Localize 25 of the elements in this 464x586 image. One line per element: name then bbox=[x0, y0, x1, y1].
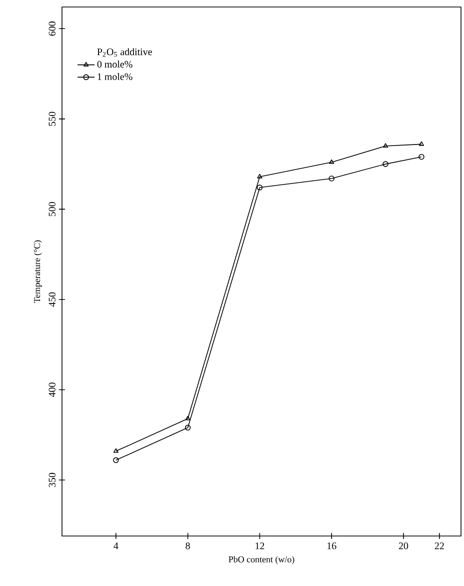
x-tick-label: 16 bbox=[327, 542, 336, 550]
y-tick-label: 450 bbox=[48, 292, 56, 307]
x-tick-label: 4 bbox=[114, 542, 118, 550]
y-tick-label: 500 bbox=[48, 202, 56, 216]
y-tick-label: 350 bbox=[48, 472, 56, 488]
point bbox=[185, 416, 190, 420]
legend-label: 0 mole% bbox=[97, 60, 132, 68]
y-tick-label: 600 bbox=[48, 22, 56, 36]
point bbox=[257, 174, 262, 178]
point bbox=[329, 159, 334, 164]
point bbox=[382, 161, 388, 167]
y-tick-label: 400 bbox=[48, 382, 56, 398]
legend-label: 1 mole% bbox=[98, 72, 132, 80]
point bbox=[184, 424, 191, 431]
x-tick-label: 22 bbox=[434, 542, 444, 550]
x-tick-label: 8 bbox=[186, 542, 190, 550]
point bbox=[328, 176, 334, 182]
legend-title: P$_{2}$O$_{5}$ additive bbox=[97, 48, 152, 57]
point bbox=[382, 143, 388, 148]
x-tick-label: 20 bbox=[398, 542, 408, 550]
x-axis-title: PbO content (w/o) bbox=[228, 556, 294, 564]
point bbox=[256, 184, 263, 190]
x-tick-label: 12 bbox=[256, 542, 264, 550]
y-axis-title: Temperature (°C) bbox=[34, 240, 42, 303]
y-tick-label: 550 bbox=[48, 112, 56, 126]
